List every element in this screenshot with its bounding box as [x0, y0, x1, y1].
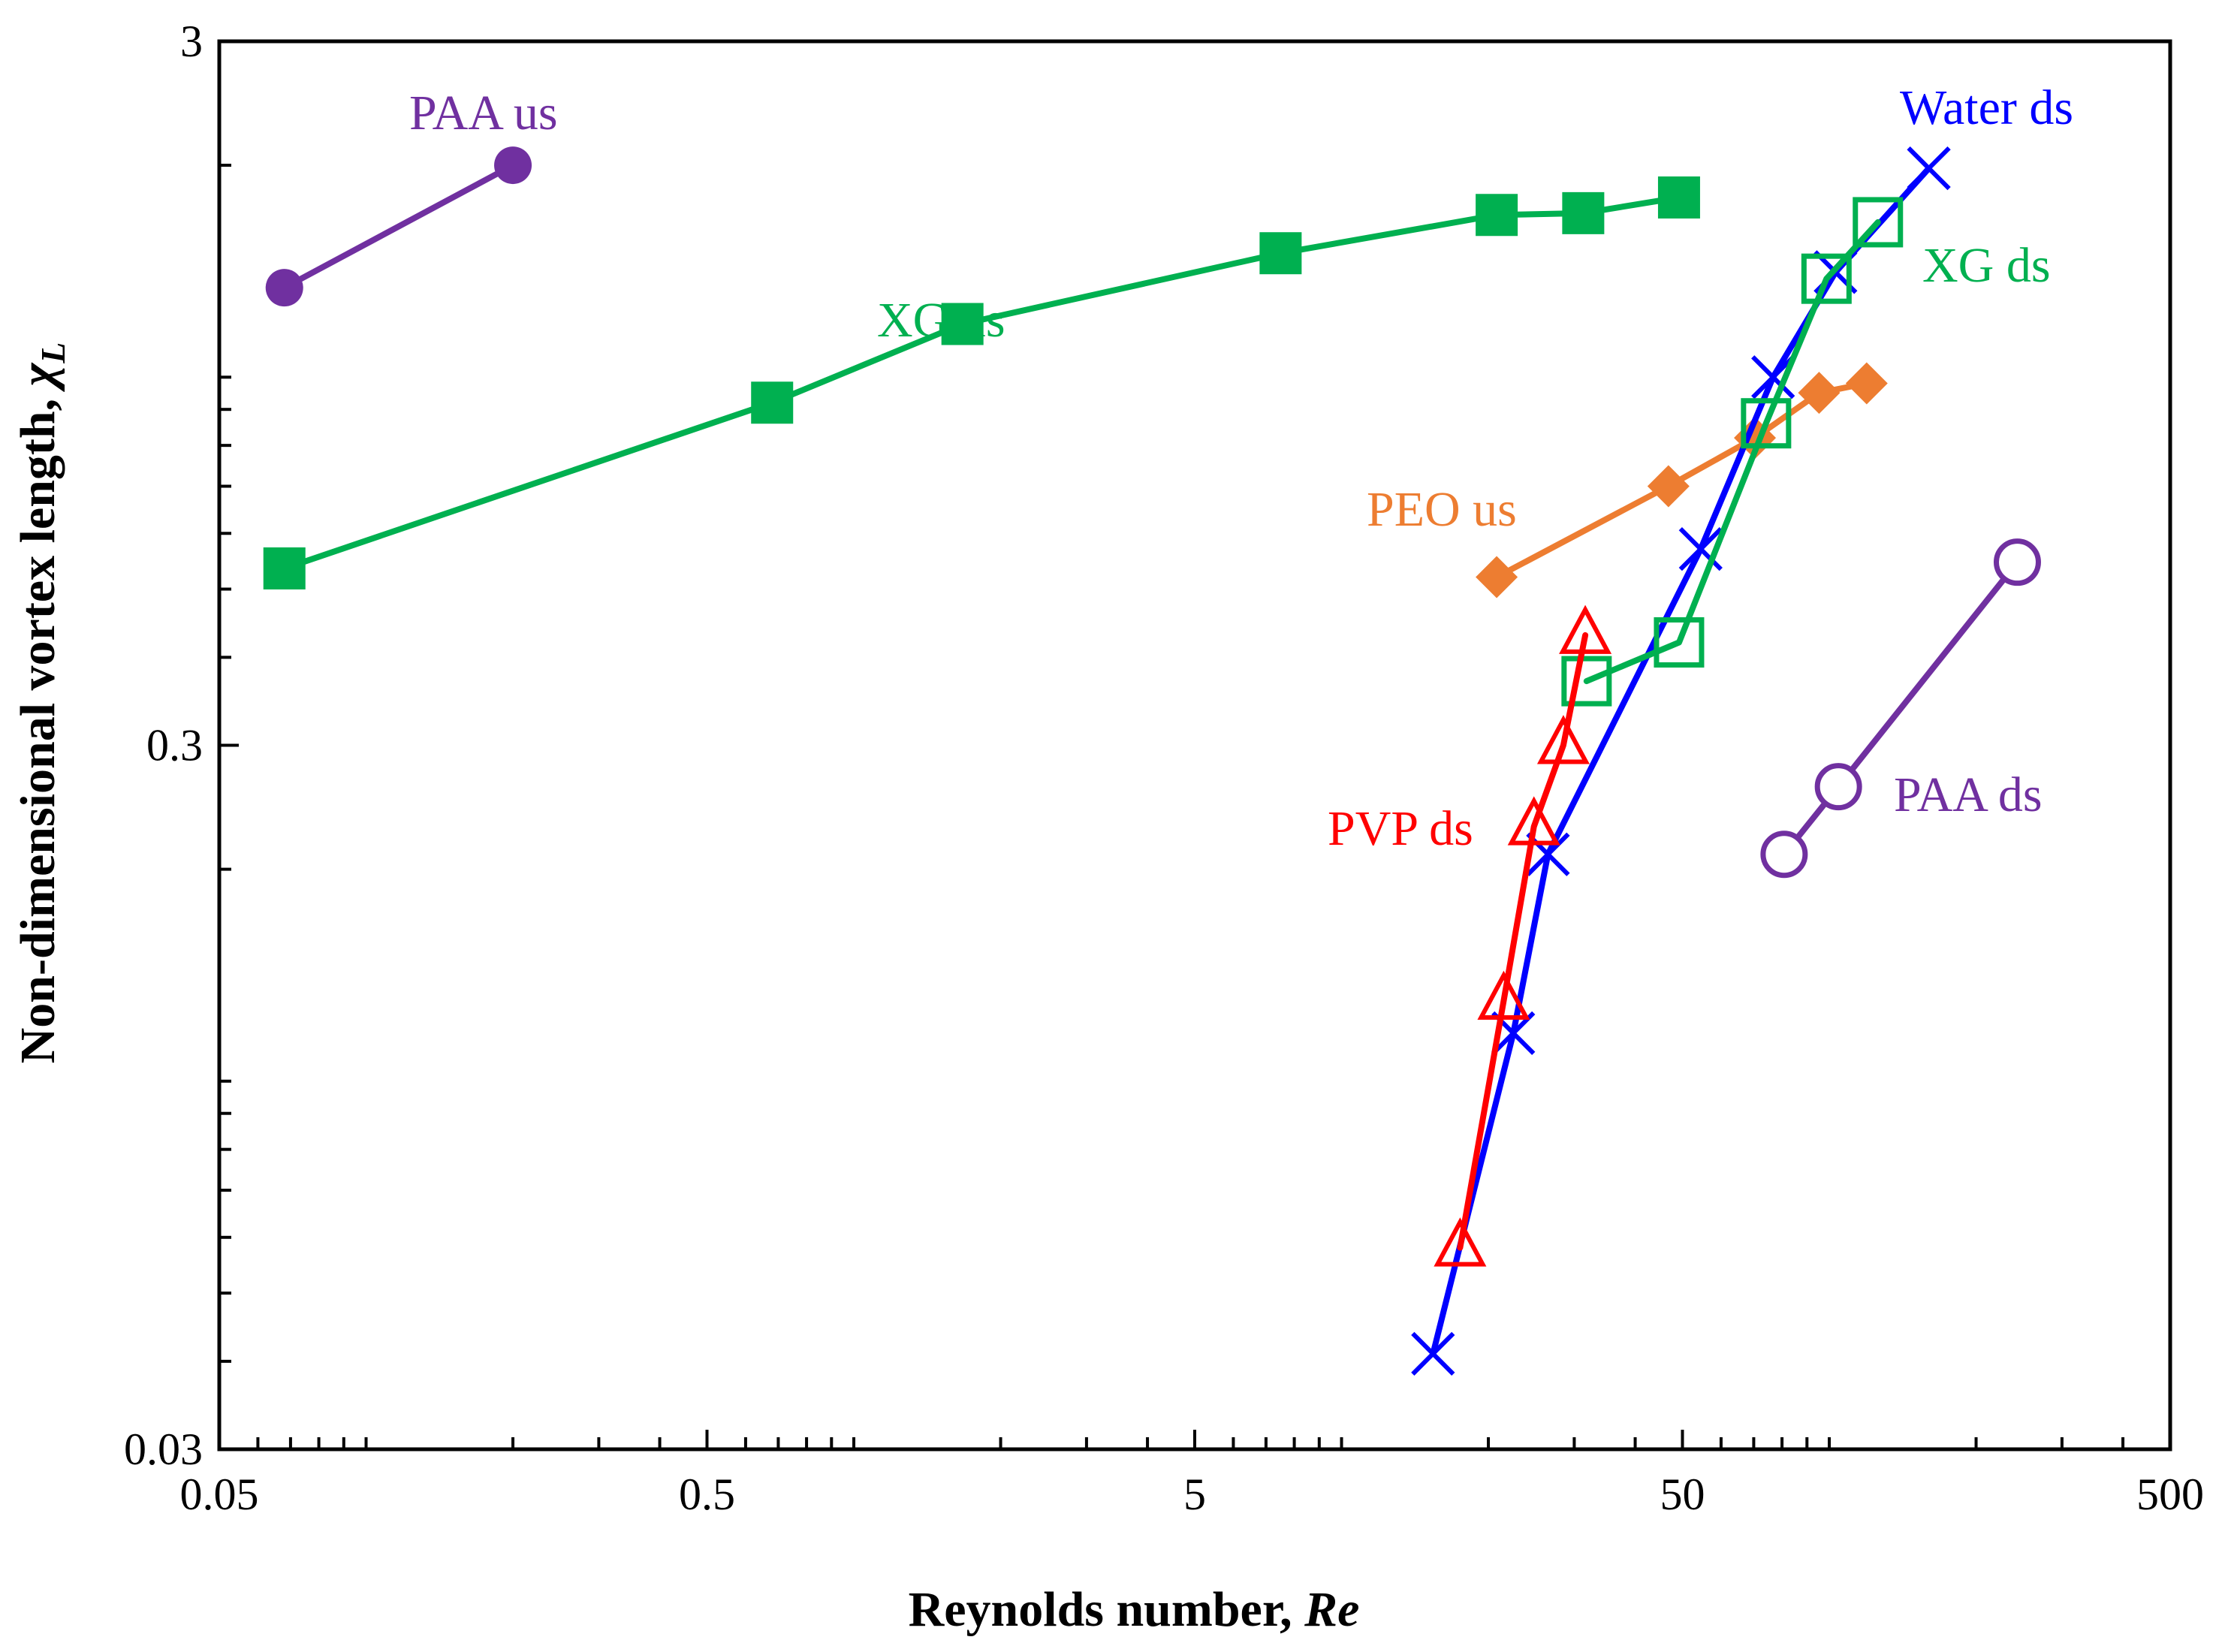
series-line: [1457, 632, 1589, 1251]
y-tick-label: 0.3: [146, 721, 203, 770]
label-paa-ds: PAA ds: [1894, 767, 2043, 822]
data-point: [1507, 796, 1560, 846]
x-tick-label: 500: [2136, 1470, 2204, 1519]
x-tick-label: 0.5: [679, 1470, 735, 1519]
data-point: [1798, 372, 1841, 415]
label-paa-us: PAA us: [409, 86, 558, 140]
data-point: [1562, 191, 1605, 234]
x-axis-title-italic: Re: [1304, 1582, 1359, 1637]
titles-layer: Reynolds number, Re Non-dimensional vort…: [11, 342, 1359, 1637]
label-peo-us: PEO us: [1367, 482, 1517, 537]
data-point: [494, 146, 532, 185]
data-point-stroke: [1678, 527, 1723, 571]
data-point: [1654, 617, 1705, 668]
data-point: [1259, 232, 1302, 275]
y-tick-label: 0.03: [124, 1424, 203, 1474]
data-point: [1853, 197, 1904, 248]
series-xg-ds: [1561, 197, 1904, 707]
data-point-stroke: [1526, 832, 1570, 876]
x-axis-title: Reynolds number, Re: [909, 1582, 1360, 1637]
labels-layer: PAA us XG us PEO us Water ds XG ds PVP d…: [409, 80, 2073, 856]
data-point: [751, 381, 794, 424]
data-point: [1751, 355, 1795, 399]
data-point-stroke: [1411, 1331, 1455, 1376]
label-xg-ds: XG ds: [1922, 238, 2051, 293]
series-paa-ds: [1760, 538, 2041, 879]
x-axis-title-text: Reynolds number,: [909, 1582, 1305, 1637]
y-axis-title: Non-dimensional vortex length, χL: [11, 342, 72, 1064]
data-point: [1561, 656, 1612, 707]
data-point: [1411, 1331, 1455, 1376]
data-point: [263, 547, 306, 589]
data-point: [1476, 194, 1518, 237]
axes-layer: 0.05 0.5 5 50 500 0.03 0.3 3: [124, 17, 2204, 1519]
series-xg-us: [263, 176, 1700, 589]
data-point: [1993, 538, 2041, 586]
data-point: [1678, 527, 1723, 571]
data-point: [1845, 362, 1888, 405]
label-pvp-ds: PVP ds: [1328, 801, 1473, 856]
data-point: [1907, 146, 1951, 191]
data-point: [1741, 398, 1792, 449]
x-tick-label: 0.05: [180, 1470, 259, 1519]
series-layer: [263, 146, 2041, 1376]
data-point: [1647, 465, 1690, 508]
series-paa-us: [265, 146, 532, 307]
data-point: [1434, 1217, 1487, 1267]
data-point: [941, 303, 984, 345]
data-point: [1536, 715, 1590, 764]
data-point: [1559, 604, 1612, 654]
series-peo-us: [1476, 362, 1888, 598]
data-point: [1801, 253, 1852, 304]
series-line: [281, 162, 516, 291]
series-line: [1583, 219, 1881, 685]
x-tick-label: 50: [1660, 1470, 1705, 1519]
data-point: [265, 269, 303, 307]
label-xg-us: XG us: [877, 293, 1005, 348]
data-point: [1814, 763, 1862, 811]
data-point-stroke: [1751, 355, 1795, 399]
series-pvp-ds: [1434, 604, 1612, 1267]
x-tick-label: 5: [1183, 1470, 1206, 1519]
data-point: [1477, 970, 1530, 1020]
data-point: [1760, 831, 1808, 879]
data-point: [1657, 176, 1700, 219]
label-water-ds: Water ds: [1900, 80, 2073, 135]
y-axis-title-text: Non-dimensional vortex length,: [11, 386, 65, 1063]
data-point: [1476, 556, 1518, 598]
y-axis-title-subscript: L: [34, 342, 72, 364]
data-point-stroke: [1907, 146, 1951, 191]
y-tick-label: 3: [180, 17, 203, 66]
